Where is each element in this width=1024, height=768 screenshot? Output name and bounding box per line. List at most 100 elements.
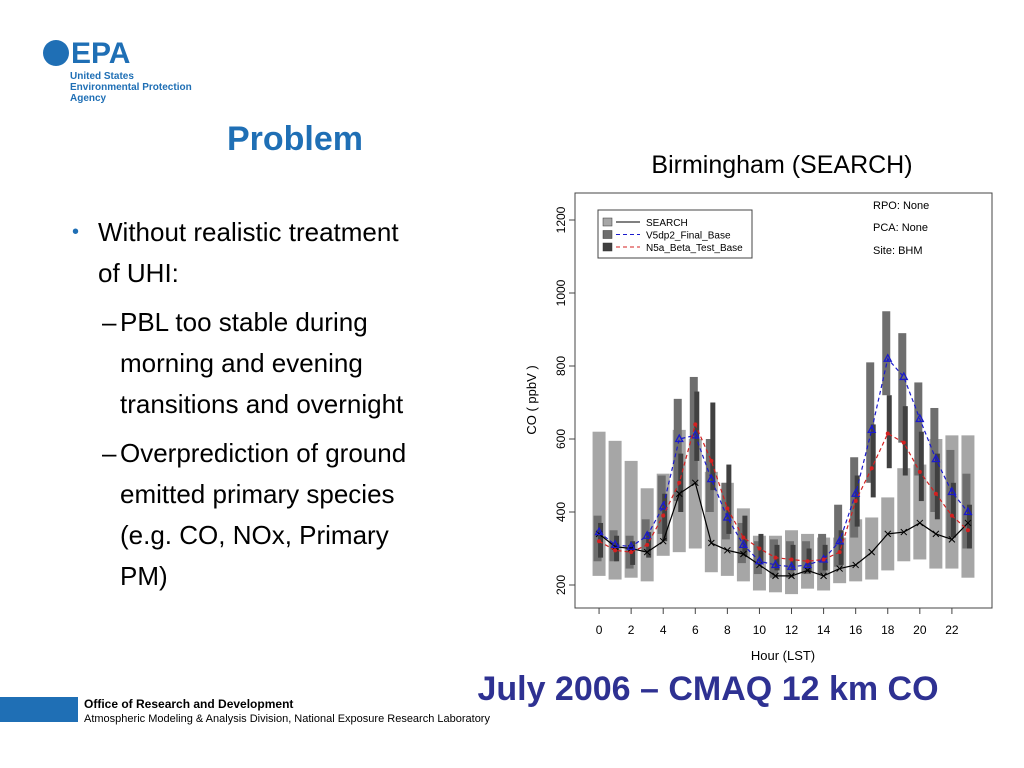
y-tick-label: 600 xyxy=(554,429,568,449)
x-tick-label: 18 xyxy=(881,623,895,637)
point xyxy=(770,559,781,569)
legend-label: V5dp2_Final_Base xyxy=(646,231,731,242)
bullet-line: Overprediction of ground xyxy=(120,438,407,468)
bullet-line: emitted primary species xyxy=(120,479,395,509)
bullet-line: PM) xyxy=(120,561,168,591)
point xyxy=(610,539,620,549)
point xyxy=(820,572,827,580)
point xyxy=(597,539,602,544)
point xyxy=(643,548,651,556)
point xyxy=(674,433,684,443)
point xyxy=(772,572,779,580)
point xyxy=(931,453,941,463)
x-tick-label: 4 xyxy=(660,623,667,637)
point xyxy=(661,513,666,518)
bullet-marker: • xyxy=(72,221,80,243)
series-line xyxy=(598,422,969,562)
box xyxy=(673,398,682,502)
x-axis-label: Hour (LST) xyxy=(751,648,815,663)
point xyxy=(709,458,714,463)
point xyxy=(884,530,892,538)
box xyxy=(834,504,843,567)
y-tick-label: 800 xyxy=(554,356,568,376)
point xyxy=(851,488,861,497)
box xyxy=(886,395,892,469)
x-tick-label: 14 xyxy=(817,623,831,637)
point xyxy=(869,466,874,471)
box xyxy=(946,449,955,538)
bullet-line: Without realistic treatment xyxy=(98,217,399,247)
annotation: Site: BHM xyxy=(873,245,923,257)
point xyxy=(883,353,893,362)
point xyxy=(773,555,778,560)
point xyxy=(725,506,730,511)
box xyxy=(818,533,827,575)
x-tick-label: 22 xyxy=(945,623,959,637)
point xyxy=(706,473,716,483)
annotation: PCA: None xyxy=(873,222,928,234)
point xyxy=(852,561,860,569)
point xyxy=(724,546,731,554)
box xyxy=(966,504,972,549)
logo-line: Environmental Protection xyxy=(70,82,192,93)
point xyxy=(963,506,973,516)
point xyxy=(964,519,972,527)
footer-bar xyxy=(0,697,78,722)
x-tick-label: 12 xyxy=(785,623,799,637)
point xyxy=(691,479,699,487)
box xyxy=(914,382,923,476)
point xyxy=(786,561,797,570)
box xyxy=(850,457,859,538)
y-tick-label: 400 xyxy=(554,502,568,522)
point xyxy=(949,513,954,518)
point xyxy=(757,546,762,551)
point xyxy=(802,559,813,569)
point xyxy=(947,486,957,496)
point xyxy=(899,371,909,381)
bullet-line: (e.g. CO, NOx, Primary xyxy=(120,520,389,550)
point xyxy=(675,490,683,498)
point xyxy=(740,550,747,558)
legend-swatch xyxy=(602,230,613,239)
point xyxy=(613,548,618,553)
box xyxy=(710,402,716,491)
box xyxy=(882,311,891,396)
box xyxy=(930,407,939,513)
point xyxy=(821,557,826,562)
y-tick-label: 1200 xyxy=(554,206,568,233)
logo-line: United States xyxy=(70,71,134,82)
x-tick-label: 0 xyxy=(596,623,603,637)
legend-swatch xyxy=(602,217,613,227)
point xyxy=(965,528,970,533)
point xyxy=(693,422,698,427)
point xyxy=(629,550,634,555)
footer-division: Atmospheric Modeling & Analysis Division… xyxy=(84,713,490,725)
logo-mark: EPA xyxy=(71,37,130,70)
point xyxy=(754,555,765,565)
box xyxy=(934,453,940,520)
point xyxy=(789,557,794,562)
bullet-marker: – xyxy=(102,307,117,337)
series-line xyxy=(598,481,969,577)
point xyxy=(642,530,652,539)
point xyxy=(948,536,956,543)
plot-frame xyxy=(574,192,993,609)
bullet-list: • Without realistic treatment of UHI: – PBL … xyxy=(72,212,406,605)
point xyxy=(658,501,668,510)
point xyxy=(722,512,732,521)
point xyxy=(756,561,763,569)
point xyxy=(805,559,810,564)
logo-icon xyxy=(43,40,69,66)
annotation: RPO: None xyxy=(873,200,929,212)
box xyxy=(802,541,811,575)
logo-line: Agency xyxy=(70,93,107,104)
point xyxy=(867,424,877,434)
bullet-marker: – xyxy=(102,438,117,468)
point xyxy=(836,565,843,572)
point xyxy=(707,539,715,547)
bullet-line: PBL too stable during xyxy=(120,307,368,337)
box xyxy=(866,362,875,483)
box xyxy=(897,468,911,562)
